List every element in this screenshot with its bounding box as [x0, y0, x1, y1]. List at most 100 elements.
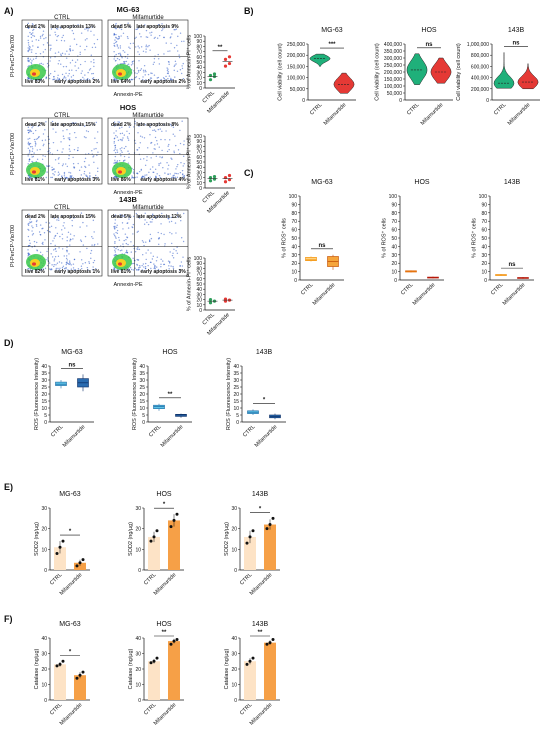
flow-event-dot [82, 177, 84, 179]
y-tick-label: 10 [139, 406, 145, 412]
x-tick-label: CTRL [239, 702, 253, 716]
flow-plot-group-label: CTRL [54, 205, 70, 211]
flow-event-dot [31, 40, 33, 42]
flow-event-dot [63, 171, 66, 174]
flow-event-dot [37, 46, 39, 49]
y-tick-label: 25 [233, 385, 239, 391]
flow-event-dot [123, 147, 126, 150]
flow-event-dot [125, 239, 127, 241]
flow-event-dot [28, 60, 30, 63]
flow-event-dot [158, 34, 161, 37]
flow-event-dot [55, 267, 58, 270]
flow-event-dot [82, 263, 84, 265]
flow-event-dot [114, 242, 116, 244]
y-tick-label: 40 [41, 636, 47, 642]
flow-event-dot [53, 75, 55, 78]
y-tick-label: 60 [291, 228, 297, 234]
y-tick-label: 10 [391, 270, 397, 276]
flow-event-dot [69, 233, 72, 235]
flow-event-dot [129, 79, 131, 81]
flow-event-dot [72, 156, 74, 159]
flow-event-dot [51, 264, 53, 266]
flow-event-dot [143, 266, 145, 268]
flow-event-dot [69, 50, 72, 52]
flow-event-dot [126, 36, 129, 38]
flow-event-dot [34, 142, 37, 144]
y-tick-label: 60 [196, 277, 202, 283]
flow-event-dot [30, 36, 33, 39]
flow-event-dot [123, 61, 125, 63]
data-point [169, 525, 173, 529]
y-tick-label: 50 [391, 236, 397, 242]
y-tick-label: 20 [135, 527, 141, 533]
bar-CTRL [244, 536, 256, 570]
y-tick-label: 200,000 [471, 87, 489, 93]
flow-event-dot [114, 60, 117, 62]
flow-event-dot [35, 225, 38, 227]
flow-event-dot [138, 77, 141, 80]
y-tick-label: 100,000 [287, 76, 305, 82]
flow-event-dot [73, 38, 76, 40]
flow-event-dot [150, 72, 152, 74]
y-tick-label: 30 [41, 506, 47, 512]
flow-event-dot [73, 148, 76, 151]
flow-event-dot [92, 72, 95, 75]
flow-event-dot [69, 172, 72, 174]
flow-event-dot [172, 126, 175, 129]
flow-event-dot [46, 264, 49, 267]
y-tick-label: 40 [41, 364, 47, 370]
flow-event-dot [48, 44, 50, 46]
flow-event-dot [91, 236, 93, 238]
x-tick-label: Mifamurtide [160, 424, 185, 449]
flow-event-dot [54, 244, 56, 247]
flow-event-dot [92, 261, 95, 264]
flow-event-dot [69, 244, 71, 246]
x-tick-label: Mifamurtide [62, 424, 87, 449]
flow-event-dot [145, 79, 147, 81]
violin-CTRL [493, 52, 515, 89]
y-axis-label: Cell viability (cell count) [375, 43, 381, 101]
flow-quadrant-early: early apoptosis 2% [54, 79, 100, 85]
chart-B-HOS: HOS 050,000100,000150,000200,000250,00030… [375, 27, 453, 127]
flow-event-dot [77, 67, 80, 69]
flow-event-dot [157, 53, 159, 56]
flow-event-dot [161, 130, 163, 132]
y-tick-label: 35 [41, 371, 47, 377]
flow-event-dot [113, 142, 115, 144]
flow-event-dot [150, 252, 152, 254]
flow-event-dot [34, 145, 37, 147]
x-tick-label: CTRL [300, 282, 314, 296]
flow-event-dot [57, 74, 59, 77]
data-point [149, 661, 153, 665]
flow-event-dot [46, 165, 48, 167]
flow-event-dot [151, 214, 154, 216]
flow-event-dot [159, 176, 162, 179]
flow-event-dot [73, 131, 76, 134]
flow-event-dot [27, 126, 30, 128]
flow-event-dot [155, 266, 158, 268]
flow-event-dot [48, 222, 51, 224]
flow-event-dot [137, 215, 140, 217]
flow-event-dot [138, 267, 140, 269]
significance-label: * [69, 649, 72, 655]
data-point [75, 564, 79, 568]
flow-event-dot [151, 218, 154, 221]
y-tick-label: 50 [291, 236, 297, 242]
panel-label-B: B) [244, 6, 254, 16]
flow-event-dot [61, 233, 64, 235]
chart-title: MG-63 [59, 621, 81, 628]
flow-event-dot [80, 72, 82, 75]
flow-y-axis-label: PI-PerCP-Vio700 [10, 225, 16, 267]
chart-title: 143B [252, 621, 269, 628]
flow-event-dot [119, 138, 122, 141]
flow-event-dot [32, 155, 35, 158]
flow-event-dot [167, 168, 169, 170]
flow-plot-CTRL: CTRL dead 2% late apoptosis 13% live 83% ear… [21, 15, 103, 87]
bar-Mifamurtide [264, 642, 276, 700]
flow-event-dot [52, 78, 55, 80]
flow-event-dot [84, 74, 86, 76]
flow-event-dot [122, 228, 124, 230]
flow-event-dot [139, 264, 141, 267]
flow-event-dot [91, 77, 94, 80]
